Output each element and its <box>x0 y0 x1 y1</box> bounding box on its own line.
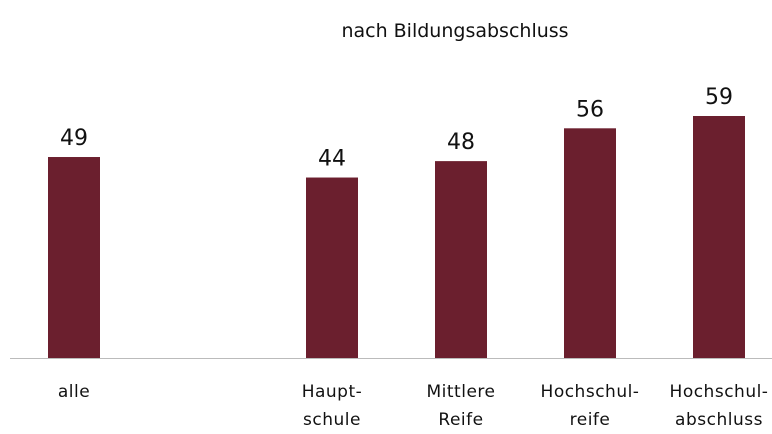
value-label: 59 <box>705 85 733 110</box>
x-tick-label: Hochschul- reife <box>540 382 640 430</box>
x-tick-label: alle <box>57 382 91 402</box>
x-tick-label: Hochschul- abschluss <box>669 382 769 430</box>
bar <box>564 128 616 358</box>
value-label: 44 <box>318 147 346 172</box>
value-label: 48 <box>447 130 475 155</box>
value-label: 56 <box>576 97 604 122</box>
bar <box>435 161 487 358</box>
value-label: 49 <box>60 126 88 151</box>
chart-title: nach Bildungsabschluss <box>341 20 569 42</box>
bar <box>693 116 745 358</box>
bar <box>306 177 358 358</box>
x-tick-label: Haupt- schule <box>301 382 363 430</box>
x-tick-label: Mittlere Reife <box>426 382 496 430</box>
bar <box>48 157 100 358</box>
